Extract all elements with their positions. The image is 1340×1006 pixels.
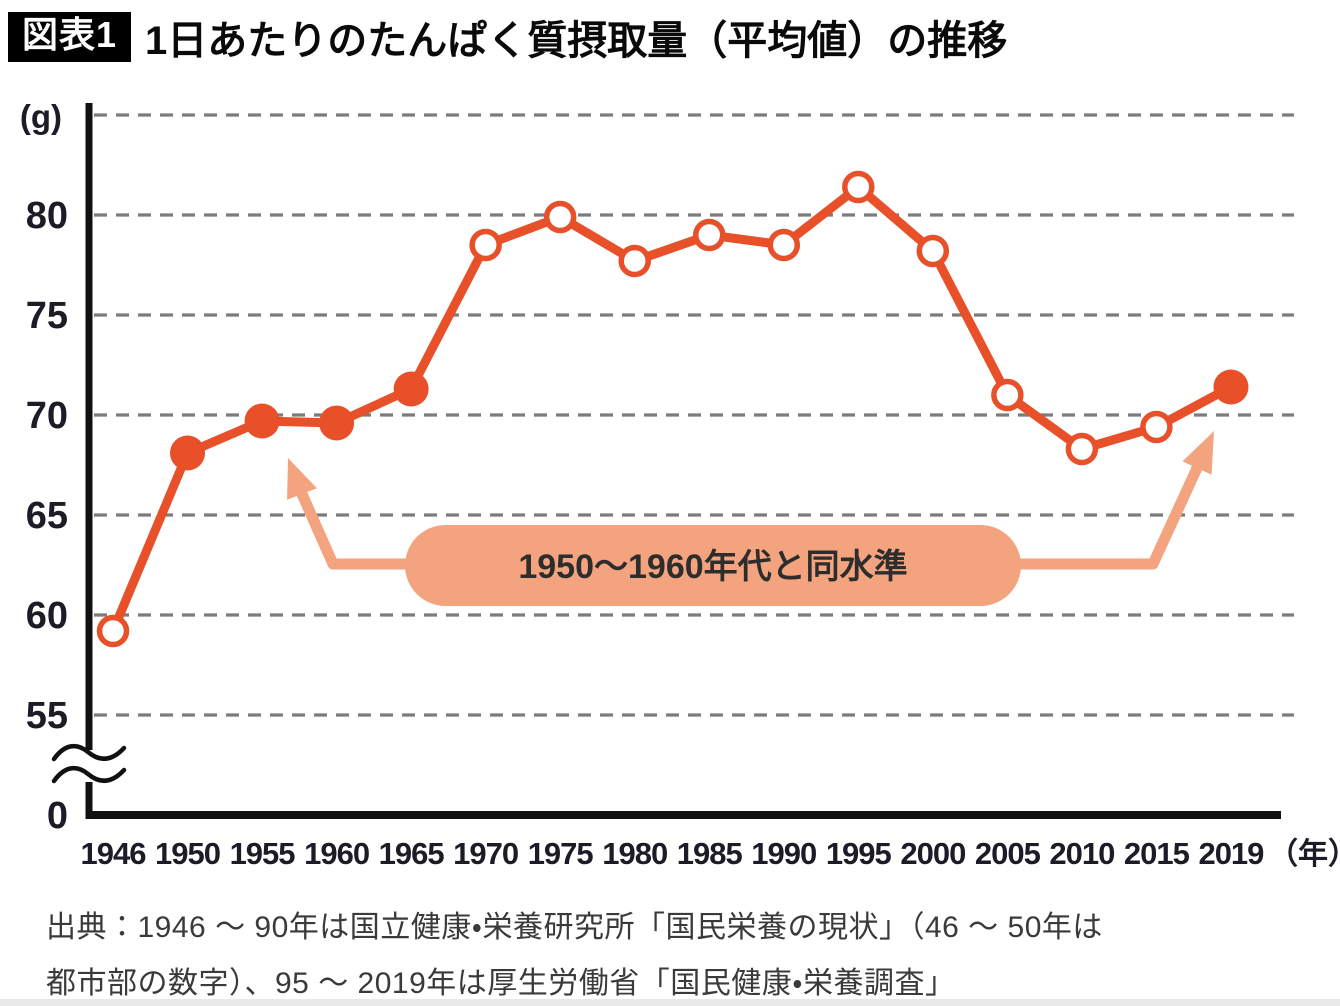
figure-header: 図表1 1日あたりのたんぱく質摂取量（平均値）の推移 <box>8 8 1007 66</box>
source-note-line2: 都市部の数字）、95 ～ 2019年は厚生労働省「国民健康・栄養調査」 <box>46 967 956 1000</box>
axis-break-squiggle-1 <box>51 743 127 762</box>
x-tick-label-1965: 1965 <box>379 836 445 871</box>
figure-tag: 図表1 <box>8 12 132 62</box>
x-tick-label-2015: 2015 <box>1124 836 1190 871</box>
x-tick-label-1980: 1980 <box>602 836 667 871</box>
x-axis-unit-label: （年） <box>1268 837 1340 871</box>
x-tick-label-1985: 1985 <box>677 836 743 871</box>
data-point-1995 <box>842 170 875 204</box>
x-tick-label-2019: 2019 <box>1198 836 1264 871</box>
annotation-arrow-left <box>296 488 416 570</box>
data-point-2019 <box>1213 369 1249 405</box>
y-tick-label-60: 60 <box>26 595 68 637</box>
data-line <box>108 182 1236 636</box>
page-bottom-edge <box>0 999 1340 1006</box>
y-tick-label-80: 80 <box>26 195 68 237</box>
data-point-2015 <box>1140 410 1173 444</box>
x-tick-label-2005: 2005 <box>975 836 1041 871</box>
x-tick-label-1970: 1970 <box>453 836 518 871</box>
data-point-2005 <box>991 378 1024 412</box>
x-tick-label-2010: 2010 <box>1049 836 1114 871</box>
data-point-1955 <box>244 403 280 439</box>
annotation-label: 1950～1960年代と同水準 <box>518 548 907 586</box>
data-point-1965 <box>393 371 429 407</box>
data-point-1980 <box>618 244 651 278</box>
x-tick-label-1950: 1950 <box>155 836 220 871</box>
x-tick-label-1946: 1946 <box>81 836 147 871</box>
annotation-arrow-right-head <box>1182 431 1214 475</box>
y-axis-unit-label: (g) <box>20 98 62 135</box>
x-tick-label-2000: 2000 <box>900 836 965 871</box>
data-point-2000 <box>916 234 950 268</box>
y-tick-label-70: 70 <box>26 395 68 437</box>
x-tick-label-1990: 1990 <box>751 836 816 871</box>
annotation-arrow-right <box>1010 462 1203 570</box>
annotation-pill <box>405 525 1021 606</box>
data-point-1975 <box>543 200 577 234</box>
x-tick-label-1995: 1995 <box>826 836 892 871</box>
y-tick-label-65: 65 <box>26 495 68 537</box>
y-origin-label: 0 <box>47 795 68 837</box>
data-point-1985 <box>692 218 726 252</box>
data-point-1946 <box>96 614 130 648</box>
data-point-1990 <box>767 228 801 262</box>
axis-break-squiggle-2 <box>51 765 127 784</box>
data-point-2010 <box>1065 432 1099 466</box>
y-tick-label-55: 55 <box>26 695 68 737</box>
y-tick-label-75: 75 <box>26 295 68 337</box>
x-tick-label-1955: 1955 <box>230 836 296 871</box>
x-tick-label-1975: 1975 <box>528 836 594 871</box>
x-tick-label-1960: 1960 <box>304 836 369 871</box>
figure-title: 1日あたりのたんぱく質摂取量（平均値）の推移 <box>145 19 1008 63</box>
data-point-1950 <box>170 435 206 471</box>
source-note-line1: 出典：1946 ～ 90年は国立健康・栄養研究所「国民栄養の現状」（46 ～ 5… <box>46 911 1103 944</box>
data-point-1960 <box>319 405 355 441</box>
annotation-arrow-left-head <box>287 458 317 500</box>
data-point-1970 <box>469 228 502 262</box>
